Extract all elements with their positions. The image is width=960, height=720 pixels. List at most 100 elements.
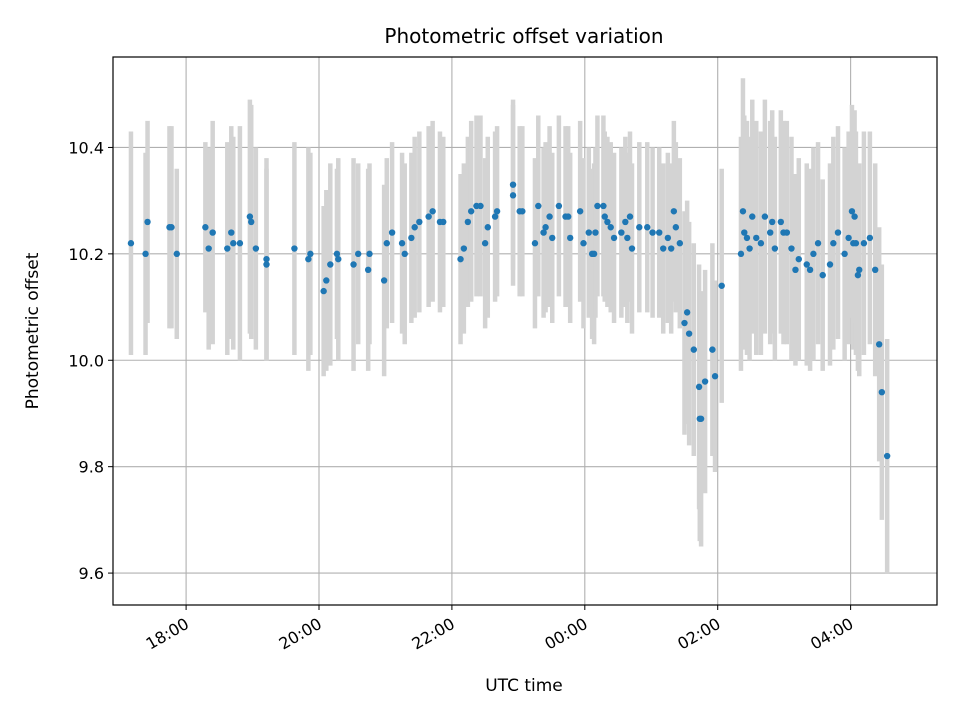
data-point <box>236 240 244 247</box>
data-point <box>709 346 716 353</box>
data-point <box>852 240 860 247</box>
data-point <box>252 245 260 252</box>
data-point <box>819 271 826 279</box>
data-point <box>350 261 357 268</box>
data-point <box>380 277 388 284</box>
data-point <box>826 261 834 268</box>
data-point <box>878 388 886 396</box>
y-tick-label: 10.0 <box>68 351 104 370</box>
data-point <box>860 240 868 247</box>
data-point <box>769 218 776 226</box>
data-point <box>676 240 684 247</box>
data-point <box>457 255 464 263</box>
data-point <box>408 234 415 242</box>
data-point <box>173 250 180 258</box>
data-point <box>851 213 858 220</box>
data-point <box>564 213 572 220</box>
data-points <box>127 181 891 460</box>
data-point <box>624 234 631 242</box>
y-tick-label: 10.4 <box>68 138 104 157</box>
data-point <box>806 266 814 274</box>
data-point <box>845 234 852 242</box>
chart-title: Photometric offset variation <box>384 24 663 48</box>
data-point <box>656 229 663 236</box>
data-point <box>739 208 747 215</box>
data-point <box>440 218 447 226</box>
data-point <box>695 383 703 391</box>
data-point <box>594 202 601 210</box>
data-point <box>672 224 680 231</box>
data-point <box>872 266 879 274</box>
data-point <box>320 287 327 295</box>
data-point <box>667 245 675 252</box>
data-point <box>464 218 472 226</box>
data-point <box>592 229 599 236</box>
data-point <box>335 255 342 263</box>
data-point <box>168 224 175 231</box>
data-point <box>856 266 863 274</box>
data-point <box>540 229 547 236</box>
x-tick-label: 20:00 <box>276 614 325 654</box>
data-point <box>875 341 883 348</box>
data-point <box>566 234 574 242</box>
data-point <box>383 240 390 247</box>
data-point <box>628 245 636 252</box>
plot-frame <box>112 56 938 606</box>
data-point <box>416 218 423 226</box>
data-point <box>246 213 254 220</box>
data-point <box>746 245 753 252</box>
data-point <box>670 208 678 215</box>
x-tick-label: 00:00 <box>541 614 590 654</box>
data-point <box>509 181 517 188</box>
x-tick-label: 02:00 <box>674 614 723 654</box>
data-point <box>830 240 837 247</box>
data-point <box>484 224 491 231</box>
data-point <box>366 250 373 258</box>
data-point <box>600 202 607 210</box>
data-point <box>848 208 856 215</box>
data-point <box>546 213 553 220</box>
data-point <box>607 224 614 231</box>
x-axis: 18:00 20:00 22:00 00:00 02:00 04:00 <box>143 605 857 654</box>
data-point <box>590 250 598 258</box>
data-point <box>854 271 862 279</box>
data-point <box>429 208 436 215</box>
data-point <box>142 250 149 258</box>
data-point <box>323 277 330 284</box>
data-point <box>580 240 587 247</box>
data-point <box>531 240 539 247</box>
y-tick-label: 9.6 <box>79 564 104 583</box>
data-point <box>291 245 298 252</box>
data-point <box>509 192 517 199</box>
data-point <box>660 245 667 252</box>
y-tick-label: 9.8 <box>79 458 104 477</box>
data-point <box>866 234 874 242</box>
data-point <box>685 330 693 337</box>
data-point <box>792 266 799 274</box>
data-point <box>263 261 270 268</box>
data-point <box>491 213 499 220</box>
data-point <box>771 245 779 252</box>
x-axis-title: UTC time <box>485 676 563 696</box>
data-point <box>228 229 235 236</box>
data-point <box>604 218 611 226</box>
data-point <box>743 234 751 242</box>
data-point <box>305 255 312 263</box>
data-point <box>749 213 756 220</box>
data-point <box>425 213 432 220</box>
data-point <box>209 229 216 236</box>
y-tick-label: 10.2 <box>68 245 104 264</box>
data-point <box>127 240 135 247</box>
data-point <box>767 229 774 236</box>
data-point <box>810 250 817 258</box>
x-tick-label: 22:00 <box>408 614 457 654</box>
data-point <box>834 229 842 236</box>
data-point <box>649 229 656 236</box>
data-point <box>460 245 468 252</box>
data-point <box>622 218 629 226</box>
data-point <box>398 240 406 247</box>
data-point <box>664 234 672 242</box>
data-point <box>636 224 643 231</box>
data-point <box>144 218 151 226</box>
